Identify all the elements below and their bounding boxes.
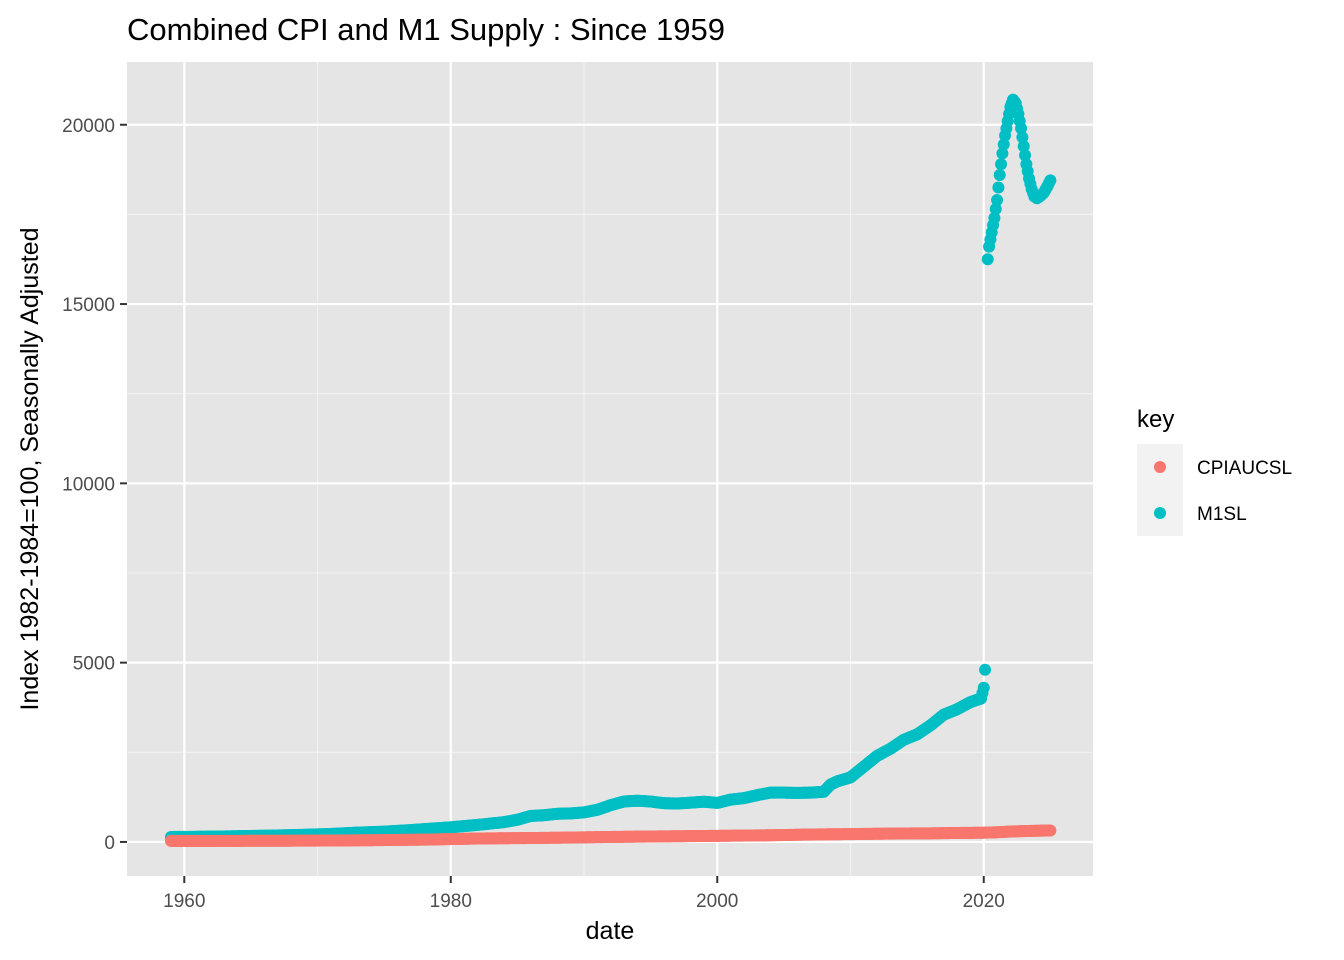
m1sl-point [977, 681, 990, 694]
x-axis-title: date [586, 917, 635, 945]
m1sl-point [1017, 140, 1030, 153]
m1sl-point [979, 663, 992, 676]
cpiaucsl-point [1044, 824, 1057, 837]
m1sl-point [989, 203, 1002, 216]
y-tick-label: 20000 [62, 116, 115, 137]
x-tick-label: 2020 [963, 891, 1005, 912]
plot-panel [127, 62, 1093, 876]
m1sl-point [1044, 174, 1057, 187]
m1sl-point [1016, 131, 1029, 144]
y-tick-label: 10000 [62, 474, 115, 495]
m1sl-point [996, 147, 1009, 160]
legend-dot-m1sl [1154, 507, 1166, 519]
y-axis-title: Index 1982-1984=100, Seasonally Adjusted [16, 227, 44, 710]
m1sl-point [995, 158, 1008, 171]
legend-label-cpiaucsl: CPIAUCSL [1197, 458, 1292, 479]
legend-dot-cpiaucsl [1154, 461, 1166, 473]
m1sl-point [981, 253, 994, 266]
legend-label-m1sl: M1SL [1197, 504, 1247, 525]
m1sl-point [1019, 149, 1032, 162]
m1sl-point [997, 138, 1010, 151]
x-tick-label: 1960 [163, 891, 205, 912]
m1sl-point [992, 181, 1005, 194]
y-axis-ticks: 0 5000 10000 15000 20000 [62, 116, 127, 854]
chart-title: Combined CPI and M1 Supply : Since 1959 [127, 12, 725, 47]
y-tick-label: 5000 [73, 654, 115, 675]
legend-entry-m1sl: M1SL [1137, 490, 1247, 536]
legend-entry-cpiaucsl: CPIAUCSL [1137, 444, 1292, 490]
m1sl-point [993, 168, 1006, 181]
x-tick-label: 1980 [430, 891, 472, 912]
x-axis-ticks: 1960 1980 2000 2020 [163, 876, 1005, 912]
m1sl-point [991, 194, 1004, 207]
y-tick-label: 0 [104, 833, 115, 854]
m1sl-point [988, 211, 1001, 224]
y-tick-label: 15000 [62, 295, 115, 316]
legend-title: key [1137, 406, 1174, 433]
x-tick-label: 2000 [696, 891, 738, 912]
series-cpiaucsl-points [164, 824, 1057, 847]
legend: key CPIAUCSL M1SL [1137, 406, 1292, 536]
m1sl-point [1015, 122, 1028, 135]
